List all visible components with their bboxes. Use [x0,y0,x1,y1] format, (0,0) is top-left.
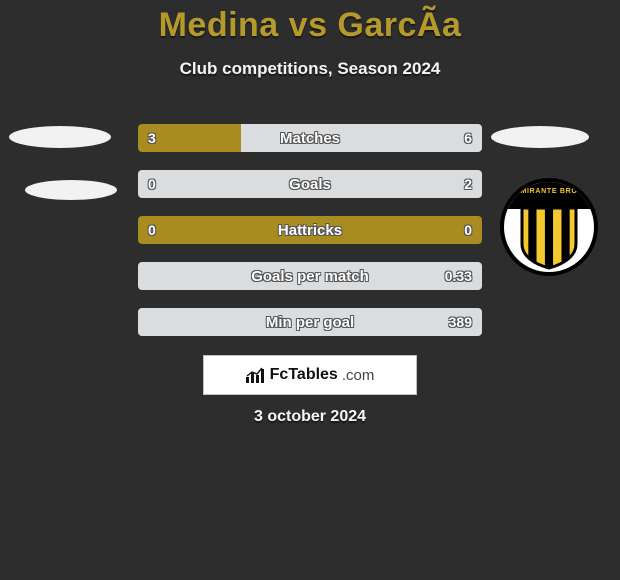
subtitle: Club competitions, Season 2024 [0,59,620,79]
footer-brand: FcTables [270,366,338,384]
page-title: Medina vs GarcÃ­a [0,0,620,45]
stat-row: Matches36 [138,124,482,152]
stat-bars: Matches36 Goals02 Hattricks00 Goals per mat… [138,124,482,354]
footer-suffix: .com [342,367,375,384]
stat-row: Hattricks00 [138,216,482,244]
stat-fill-right [138,308,482,336]
player-left-oval-2 [25,180,117,200]
date-text: 3 october 2024 [0,408,620,426]
stat-fill-right [241,124,482,152]
club-badge-shield [520,206,578,270]
stat-fill-left [138,216,482,244]
stat-fill-right [138,262,482,290]
club-badge: MIRANTE BRO [500,178,598,288]
stat-row: Min per goal389 [138,308,482,336]
stat-row: Goals per match0.33 [138,262,482,290]
chart-icon [246,367,266,383]
footer-logo: FcTables.com [246,366,375,384]
footer-logo-box: FcTables.com [203,355,417,395]
stat-fill-left [138,124,241,152]
club-badge-arc-text: MIRANTE BRO [502,181,596,195]
club-badge-ring: MIRANTE BRO [500,178,598,276]
stat-row: Goals02 [138,170,482,198]
club-badge-arc: MIRANTE BRO [502,181,596,209]
stat-fill-right [138,170,482,198]
player-left-oval-1 [9,126,111,148]
player-right-oval [491,126,589,148]
